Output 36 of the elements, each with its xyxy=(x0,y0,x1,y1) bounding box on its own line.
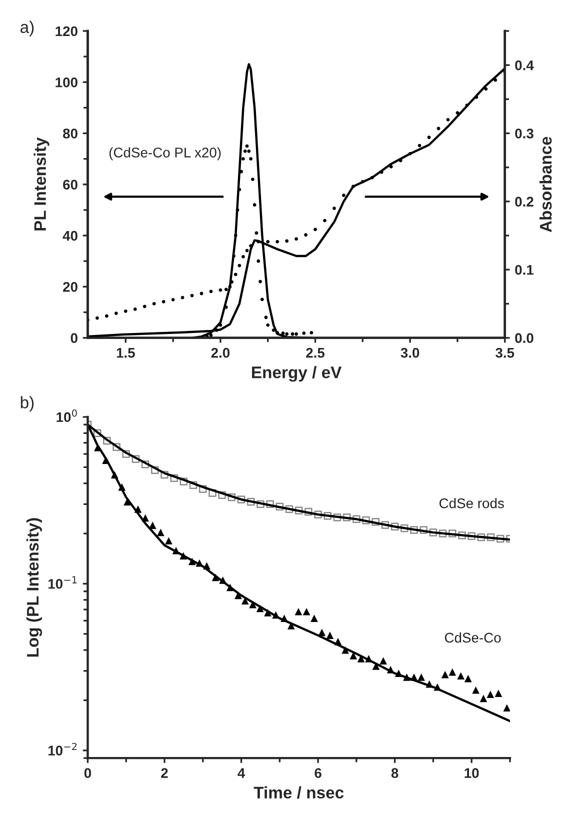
y-tick-label: 0 xyxy=(70,333,78,343)
annotation: (CdSe-Co PL x20) xyxy=(109,147,221,160)
y-tick-label: 10$^{−1}$ xyxy=(48,576,77,589)
y-tick-label: 10$^{−2}$ xyxy=(48,742,77,756)
text: b) xyxy=(20,396,34,412)
x-tick-label: 2.0 xyxy=(211,348,230,358)
y-tick-label: 40 xyxy=(62,230,78,241)
y2-tick-label: 0.0 xyxy=(515,333,534,343)
x-tick-label: 4 xyxy=(238,768,246,778)
x-axis-title: Energy / eV xyxy=(252,366,342,382)
y-tick-label: 60 xyxy=(63,180,78,190)
series-label: CdSe-Co xyxy=(444,632,501,643)
x-tick-label: 8 xyxy=(391,768,398,778)
y2-tick-label: 0.4 xyxy=(515,60,534,70)
x-tick-label: 2 xyxy=(161,768,168,778)
y-tick-label: 100 xyxy=(56,77,78,88)
y-tick-label: 120 xyxy=(56,26,78,36)
x-tick-label: 6 xyxy=(314,768,322,778)
y-tick-label: 20 xyxy=(63,282,78,292)
y-axis-title: Log (PL Intensity) xyxy=(26,518,42,657)
x-tick-label: 10 xyxy=(464,768,479,778)
x-tick-label: 2.5 xyxy=(306,348,325,358)
y-tick-label: 80 xyxy=(63,128,78,138)
series-label: CdSe rods xyxy=(440,498,504,508)
y2-axis-title: Absorbance xyxy=(539,136,552,232)
x-tick-label: 3.5 xyxy=(496,348,514,358)
x-tick-label: 3.0 xyxy=(400,348,420,358)
y2-tick-label: 0.1 xyxy=(515,264,534,275)
y2-tick-label: 0.2 xyxy=(515,196,534,207)
x-tick-label: 1.5 xyxy=(116,348,135,358)
x-axis-title: Time / nsec xyxy=(254,786,344,799)
y-tick-label: 10$^{0}$ xyxy=(56,409,77,422)
y2-tick-label: 0.3 xyxy=(515,128,534,138)
y-axis-title: PL Intensity xyxy=(34,137,50,230)
x-tick-label: 0 xyxy=(84,768,92,778)
text: a) xyxy=(20,20,34,36)
